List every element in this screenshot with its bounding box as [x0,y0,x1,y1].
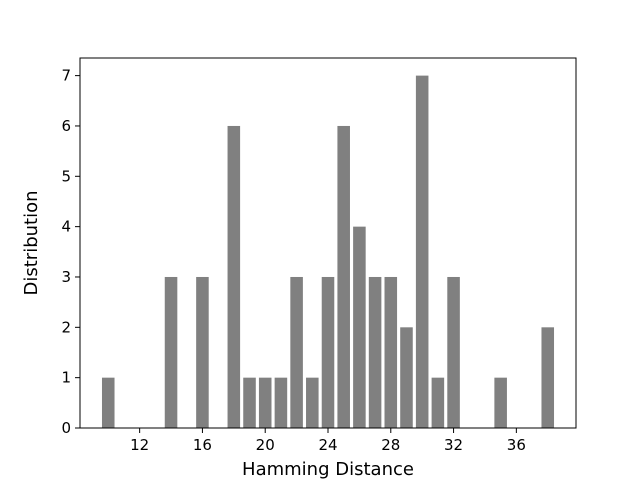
y-tick-label: 4 [61,218,71,236]
bar-x-29 [400,327,413,428]
bar-x-30 [415,75,429,428]
y-tick-label: 1 [61,369,71,387]
bar-x-35 [494,377,507,428]
bar-x-38 [541,327,555,428]
bar-x-10 [101,377,115,428]
bar-x-32 [447,276,460,428]
y-axis: 0 1 2 3 4 5 6 7 [61,67,80,437]
bar-x-26 [353,226,366,428]
y-tick-label: 2 [61,318,71,336]
bar-x-20 [258,377,272,428]
x-axis-title: Hamming Distance [242,459,414,480]
y-tick-label: 0 [61,419,71,437]
x-tick-label: 36 [507,436,526,454]
y-tick-label: 5 [61,167,71,185]
y-axis-title: Distribution [21,190,42,295]
bar-x-19 [243,377,256,428]
bar-x-21 [274,377,288,428]
x-axis: 12 16 20 24 28 32 36 [130,428,526,454]
bar-x-22 [290,276,303,428]
bar-x-28 [384,276,398,428]
x-tick-label: 32 [444,436,463,454]
plot-frame [79,57,577,429]
bar-x-23 [306,377,319,428]
x-tick-label: 12 [130,436,149,454]
bars-group [101,75,555,429]
bar-x-25 [337,125,350,429]
x-tick-label: 28 [381,436,400,454]
x-tick-label: 20 [256,436,275,454]
bar-x-27 [368,276,382,428]
bar-x-24 [321,276,335,428]
bar-x-18 [227,125,241,429]
x-tick-label: 16 [193,436,212,454]
y-tick-label: 7 [61,67,71,85]
y-tick-label: 6 [61,117,71,135]
y-tick-label: 3 [61,268,71,286]
x-tick-label: 24 [318,436,337,454]
bar-x-14 [164,276,178,428]
bar-x-16 [196,276,209,428]
bar-x-31 [431,377,445,428]
